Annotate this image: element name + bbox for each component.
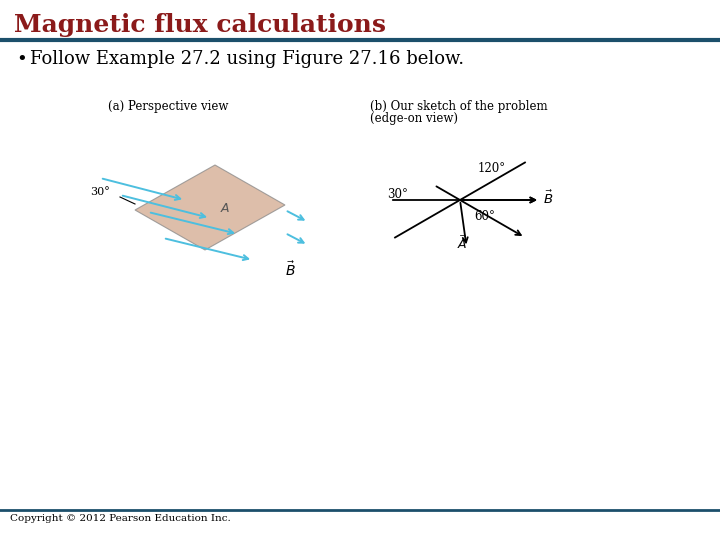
Text: 30°: 30° xyxy=(90,187,110,197)
Text: 60°: 60° xyxy=(474,210,495,222)
Text: $A$: $A$ xyxy=(220,201,230,214)
Text: $\vec{A}$: $\vec{A}$ xyxy=(457,235,468,252)
Text: 120°: 120° xyxy=(478,161,506,174)
Text: 30°: 30° xyxy=(387,188,408,201)
Text: (b) Our sketch of the problem: (b) Our sketch of the problem xyxy=(370,100,548,113)
Text: Magnetic flux calculations: Magnetic flux calculations xyxy=(14,13,386,37)
Text: (a) Perspective view: (a) Perspective view xyxy=(108,100,228,113)
Text: $\vec{B}$: $\vec{B}$ xyxy=(285,260,296,279)
Polygon shape xyxy=(135,165,285,250)
Text: Follow Example 27.2 using Figure 27.16 below.: Follow Example 27.2 using Figure 27.16 b… xyxy=(30,50,464,68)
Text: $\vec{B}$: $\vec{B}$ xyxy=(543,190,553,207)
Text: •: • xyxy=(16,50,27,68)
Text: (edge-on view): (edge-on view) xyxy=(370,112,458,125)
Text: Copyright © 2012 Pearson Education Inc.: Copyright © 2012 Pearson Education Inc. xyxy=(10,514,230,523)
